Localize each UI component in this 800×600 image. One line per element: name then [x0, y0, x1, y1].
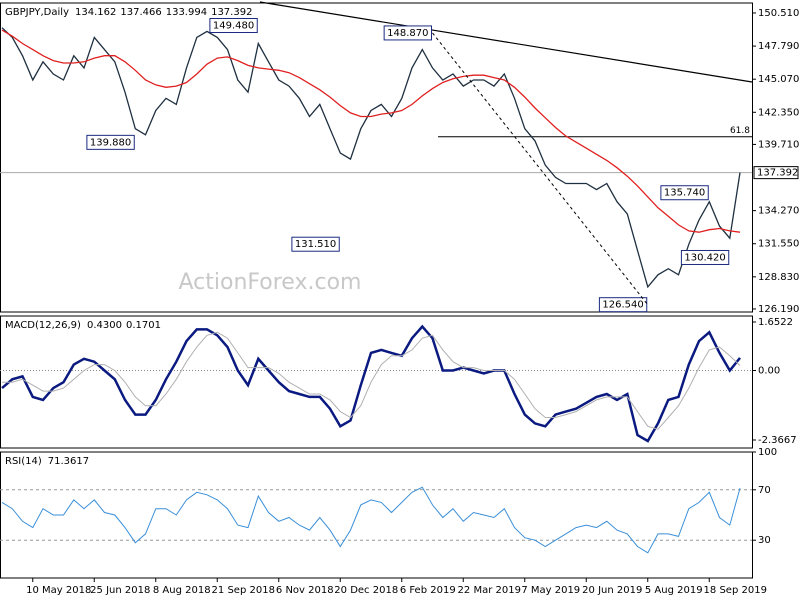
- annotation-box: [209, 18, 258, 34]
- series-line: [2, 331, 741, 430]
- annotation-label: 130.420: [684, 252, 725, 263]
- x-tick-label: 10 May 2018: [26, 585, 91, 596]
- series-line: [1, 324, 741, 443]
- last-price-box: [753, 166, 799, 180]
- annotation-box: [291, 236, 340, 252]
- y-tick-label: 150.510: [758, 8, 799, 19]
- annotation-label: 148.870: [387, 28, 428, 39]
- annotation-label: 135.740: [664, 188, 705, 199]
- y-tick-label: 134.270: [758, 206, 799, 217]
- x-tick-label: 22 Mar 2019: [458, 585, 521, 596]
- annotation-box: [383, 25, 432, 41]
- annotation-label: 131.510: [295, 239, 336, 250]
- trend-line: [259, 1, 753, 83]
- x-tick-label: 20 Jun 2019: [582, 585, 642, 596]
- y-tick-label: 30: [758, 535, 771, 546]
- swing-line: [432, 32, 649, 306]
- series-line: [1, 27, 741, 289]
- annotation-box: [598, 297, 648, 313]
- y-tick-label: -2.3667: [758, 435, 797, 446]
- y-tick-label: 100: [758, 447, 777, 458]
- x-tick-label: 20 Dec 2018: [334, 585, 398, 596]
- y-tick-label: 139.710: [758, 139, 799, 150]
- x-tick-label: 7 May 2019: [521, 585, 580, 596]
- annotation-label: 149.480: [213, 21, 254, 32]
- annotation-box: [86, 134, 135, 150]
- panel-frame: [0, 451, 753, 579]
- x-tick-label: 6 Feb 2019: [400, 585, 456, 596]
- x-tick-label: 6 Nov 2018: [276, 585, 334, 596]
- y-tick-label: 1.6522: [758, 317, 793, 328]
- panel-title: GBPJPY,Daily: [5, 7, 69, 18]
- y-tick-label: 131.550: [758, 239, 799, 250]
- readout-value: 0.4300: [87, 320, 122, 331]
- series-line: [1, 486, 741, 554]
- series-line: [1, 29, 741, 233]
- y-tick-label: 145.070: [758, 74, 799, 85]
- annotation-label: 139.880: [90, 137, 131, 148]
- annotation-box: [660, 185, 709, 201]
- x-tick-label: 5 Aug 2019: [645, 585, 703, 596]
- ohlc-value: 133.994: [166, 7, 207, 18]
- x-tick-label: 18 Sep 2019: [704, 585, 767, 596]
- y-tick-label: 126.190: [758, 304, 799, 315]
- y-tick-label: 70: [758, 485, 771, 496]
- panel-frame: [0, 315, 753, 449]
- readout-value: 0.1701: [126, 320, 161, 331]
- ohlc-value: 137.466: [120, 7, 161, 18]
- watermark: ActionForex.com: [179, 270, 362, 295]
- panel-title: MACD(12,26,9): [5, 320, 81, 331]
- y-tick-label: 128.830: [758, 272, 799, 283]
- x-tick-label: 8 Aug 2018: [153, 585, 211, 596]
- ohlc-value: 134.162: [75, 7, 116, 18]
- x-tick-label: 25 Jun 2018: [90, 585, 150, 596]
- y-tick-label: 142.350: [758, 107, 799, 118]
- fib-label: 61.8: [730, 126, 750, 136]
- y-tick-label: 0.00: [758, 366, 780, 377]
- ohlc-value: 137.392: [211, 7, 252, 18]
- panel-frame: [0, 2, 753, 313]
- x-tick-label: 21 Sep 2018: [212, 585, 275, 596]
- y-tick-label: 147.790: [758, 41, 799, 52]
- panel-title: RSI(14): [5, 456, 42, 467]
- readout-value: 71.3617: [48, 456, 89, 467]
- annotation-label: 126.540: [602, 300, 643, 311]
- last-price-label: 137.392: [757, 168, 798, 179]
- annotation-box: [680, 249, 730, 265]
